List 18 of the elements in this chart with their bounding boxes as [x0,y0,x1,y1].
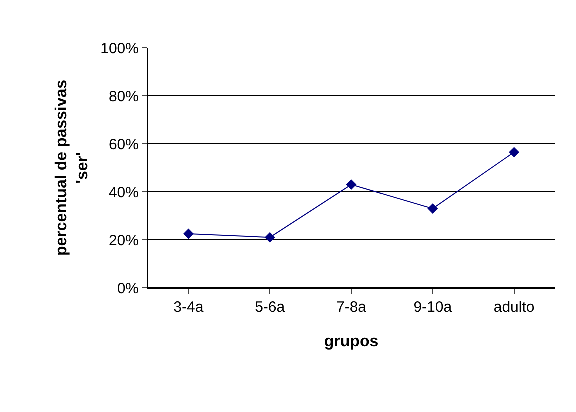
point [264,232,276,243]
x-tick-label: 9-10a [414,299,453,316]
y-tick-label: 0% [117,280,139,298]
point [184,228,194,240]
y-tick-label: 100% [100,40,139,58]
point [509,147,520,158]
x-axis-title: grupos [324,334,379,351]
x-tick-label: 7-8a [336,299,368,316]
point [428,204,438,214]
y-tick-label: 20% [108,232,139,250]
x-tick-label: adulto [494,299,535,316]
point [346,180,357,190]
y-tick-label: 80% [108,88,139,106]
y-tick-label: 40% [108,184,139,202]
y-axis-title: percentual de passivas 'ser' [54,80,92,256]
x-tick-label: 3-4a [174,299,204,316]
y-tick-label: 60% [108,136,139,154]
x-tick-label: 5-6a [255,299,286,316]
